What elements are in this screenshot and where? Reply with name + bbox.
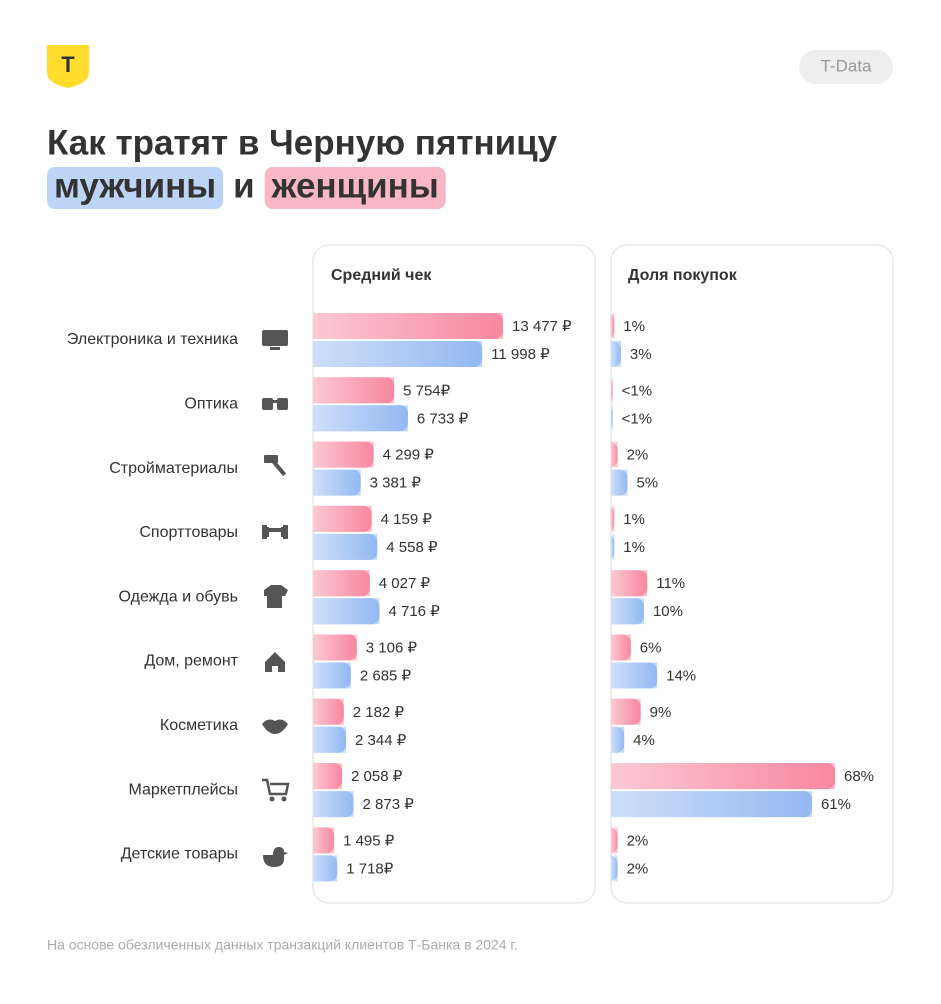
category-label: Спорттовары	[139, 524, 238, 541]
value-label: 5%	[636, 475, 658, 492]
bar-shade	[313, 698, 344, 725]
bar-shade	[611, 505, 615, 532]
badge: T-Data	[820, 56, 872, 75]
bar-shade	[313, 763, 343, 790]
value-label: 1%	[623, 511, 645, 528]
bar-shade	[611, 662, 658, 689]
bar-shade	[611, 763, 835, 790]
bar-shade	[611, 341, 621, 367]
icons	[262, 330, 290, 867]
value-label: 2%	[627, 832, 649, 849]
bar-shade	[313, 341, 483, 367]
bar-shade	[611, 377, 613, 404]
bar-shade	[313, 405, 408, 432]
bar-shade	[313, 570, 370, 597]
value-label: 14%	[666, 667, 696, 684]
logo-letter: Т	[61, 52, 75, 77]
category-label: Маркетплейсы	[128, 781, 238, 798]
category-label: Оптика	[184, 396, 238, 413]
value-label: 3%	[630, 346, 652, 363]
bar-shade	[313, 598, 380, 625]
bar-shade	[611, 405, 613, 432]
value-label: 5 754₽	[403, 382, 451, 399]
value-label: 6%	[640, 639, 662, 656]
legend-label: мужчины	[54, 166, 216, 205]
category-label: Стройматериалы	[109, 460, 238, 477]
category-label: Детские товары	[121, 846, 238, 863]
bar-shade	[611, 533, 615, 560]
value-label: 4 159 ₽	[381, 511, 433, 528]
bar-shade	[313, 662, 351, 689]
bar-shade	[313, 726, 347, 753]
panel-title: Доля покупок	[628, 267, 738, 284]
value-label: 1 718₽	[346, 860, 394, 877]
value-label: <1%	[622, 382, 652, 399]
value-label: 9%	[650, 704, 672, 721]
value-label: 4 558 ₽	[386, 539, 438, 556]
value-label: 61%	[821, 796, 851, 813]
bar-shade	[611, 698, 641, 725]
title: Как тратят в Черную пятницу	[47, 123, 558, 162]
value-label: 4 027 ₽	[379, 575, 431, 592]
badge-bg	[799, 50, 893, 84]
bar-shade	[611, 313, 615, 339]
bar-shade	[611, 791, 812, 818]
value-label: 1%	[623, 539, 645, 556]
value-label: <1%	[622, 410, 652, 427]
bars	[611, 313, 835, 882]
highlight	[264, 167, 446, 209]
title-joiner: и	[233, 166, 255, 205]
bar-shade	[611, 827, 618, 854]
bar-shade	[313, 377, 395, 404]
category-label: Косметика	[160, 717, 238, 734]
value-label: 2%	[627, 447, 649, 464]
value-label: 2 873 ₽	[363, 796, 415, 813]
bar-shade	[313, 827, 335, 854]
value-label: 10%	[653, 603, 683, 620]
bar-shade	[313, 791, 354, 818]
value-label: 6 733 ₽	[417, 410, 469, 427]
value-label: 68%	[844, 768, 874, 785]
value-label: 13 477 ₽	[512, 318, 572, 335]
value-label: 2 058 ₽	[351, 768, 403, 785]
logo-shield	[47, 45, 89, 88]
value-label: 1 495 ₽	[343, 832, 395, 849]
value-label: 4%	[633, 732, 655, 749]
bar-shade	[611, 441, 618, 468]
bar-shade	[611, 634, 631, 661]
bar-shade	[313, 505, 372, 532]
value-label: 2 344 ₽	[355, 732, 407, 749]
bar-shade	[611, 855, 618, 882]
bar-shade	[611, 726, 625, 753]
bar-shade	[313, 533, 378, 560]
category-label: Одежда и обувь	[119, 588, 238, 605]
bar-shade	[313, 313, 503, 339]
highlight	[47, 167, 224, 209]
bar-shade	[313, 441, 374, 468]
legend-label: женщины	[271, 166, 439, 205]
value-label: 3 381 ₽	[370, 475, 422, 492]
value-label: 11 998 ₽	[491, 346, 550, 363]
value-label: 1%	[623, 318, 645, 335]
bars	[313, 313, 503, 882]
category-label: Дом, ремонт	[144, 653, 238, 670]
value-label: 2 182 ₽	[353, 704, 405, 721]
value-label: 2%	[627, 860, 649, 877]
bar-shade	[611, 469, 628, 496]
panel-title: Средний чек	[331, 267, 432, 284]
bar-shade	[611, 598, 644, 625]
value-label: 3 106 ₽	[366, 639, 418, 656]
value-label: 11%	[656, 575, 685, 592]
value-label: 4 299 ₽	[383, 447, 435, 464]
footnote: На основе обезличенных данных транзакций…	[47, 937, 518, 953]
category-label: Электроника и техника	[67, 331, 238, 348]
bar-shade	[313, 634, 357, 661]
value-label: 4 716 ₽	[388, 603, 440, 620]
bar-shade	[611, 570, 648, 597]
value-label: 2 685 ₽	[360, 667, 412, 684]
bar-shade	[313, 469, 361, 496]
bar-shade	[313, 855, 338, 882]
